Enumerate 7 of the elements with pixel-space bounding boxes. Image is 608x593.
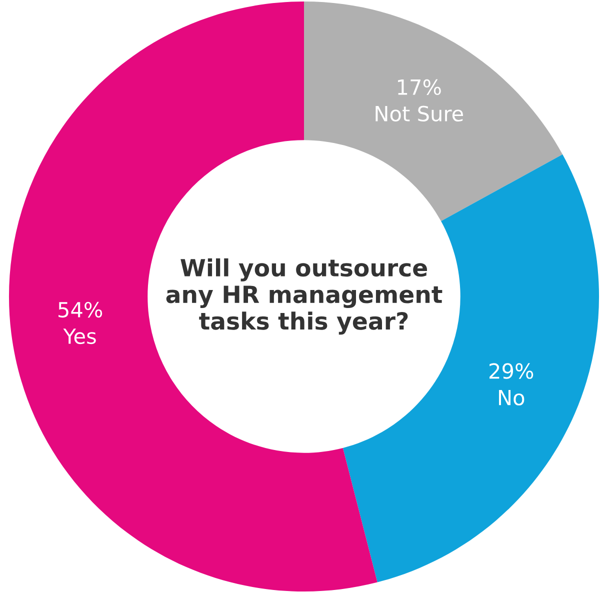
- slice-label: Yes: [63, 328, 96, 344]
- slice-label: No: [499, 390, 524, 406]
- data-label: 29%: [490, 363, 534, 379]
- slice-label: Not Sure: [376, 106, 464, 122]
- data-label: 54%: [58, 302, 102, 318]
- data-label: 17%: [398, 79, 441, 96]
- text: Will you outsource any HR management tasks this year?: [166, 258, 442, 335]
